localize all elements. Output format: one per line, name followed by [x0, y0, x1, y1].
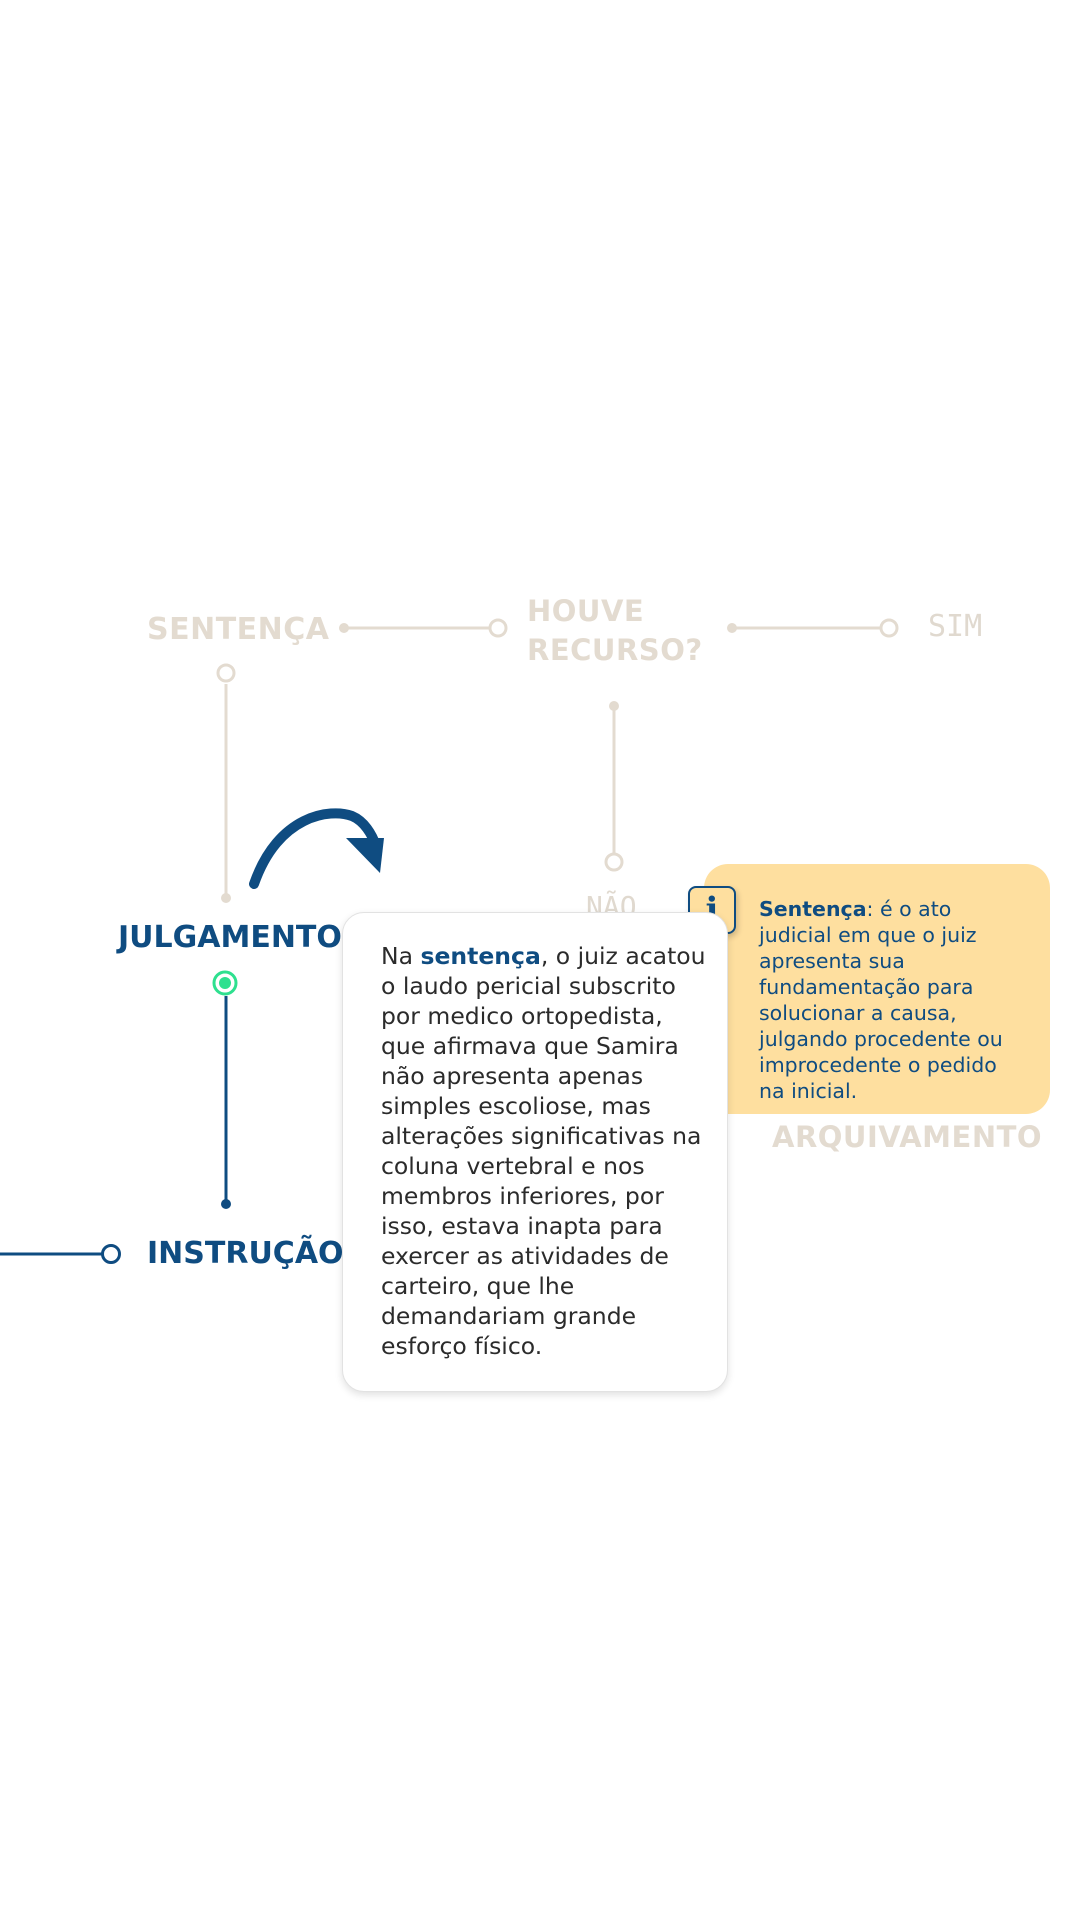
- connector-ring: [488, 618, 508, 638]
- story-text-pre: Na: [381, 942, 421, 970]
- node-sentenca: SENTENÇA: [147, 612, 330, 647]
- connector-ring: [101, 1244, 121, 1264]
- node-houve-recurso: HOUVE RECURSO?: [527, 592, 717, 670]
- node-arquivamento: ARQUIVAMENTO: [772, 1120, 1043, 1154]
- connector-ring: [879, 618, 899, 638]
- connector-dot: [727, 623, 737, 633]
- node-houve-recurso-label: HOUVE RECURSO?: [527, 594, 703, 667]
- node-sim: SIM: [928, 609, 983, 644]
- connector-dot: [221, 893, 231, 903]
- connector-ring: [604, 852, 624, 872]
- definition-card: Sentença: é o ato judicial em que o juiz…: [704, 864, 1050, 1114]
- story-card: Na sentença, o juiz acatou o laudo peric…: [342, 912, 728, 1392]
- story-text: , o juiz acatou o laudo pericial subscri…: [381, 942, 706, 1360]
- current-step-dot: [219, 977, 231, 989]
- node-instrucao: INSTRUÇÃO: [147, 1236, 344, 1271]
- connector-dot: [609, 701, 619, 711]
- node-julgamento: JULGAMENTO: [118, 920, 342, 955]
- curved-arrow-icon: [249, 808, 384, 889]
- connector-ring: [216, 663, 236, 683]
- definition-term: Sentença: [759, 897, 867, 921]
- definition-text: : é o ato judicial em que o juiz apresen…: [759, 897, 1003, 1103]
- story-term: sentença: [420, 942, 541, 970]
- connector-dot: [221, 1199, 231, 1209]
- connector-dot: [339, 623, 349, 633]
